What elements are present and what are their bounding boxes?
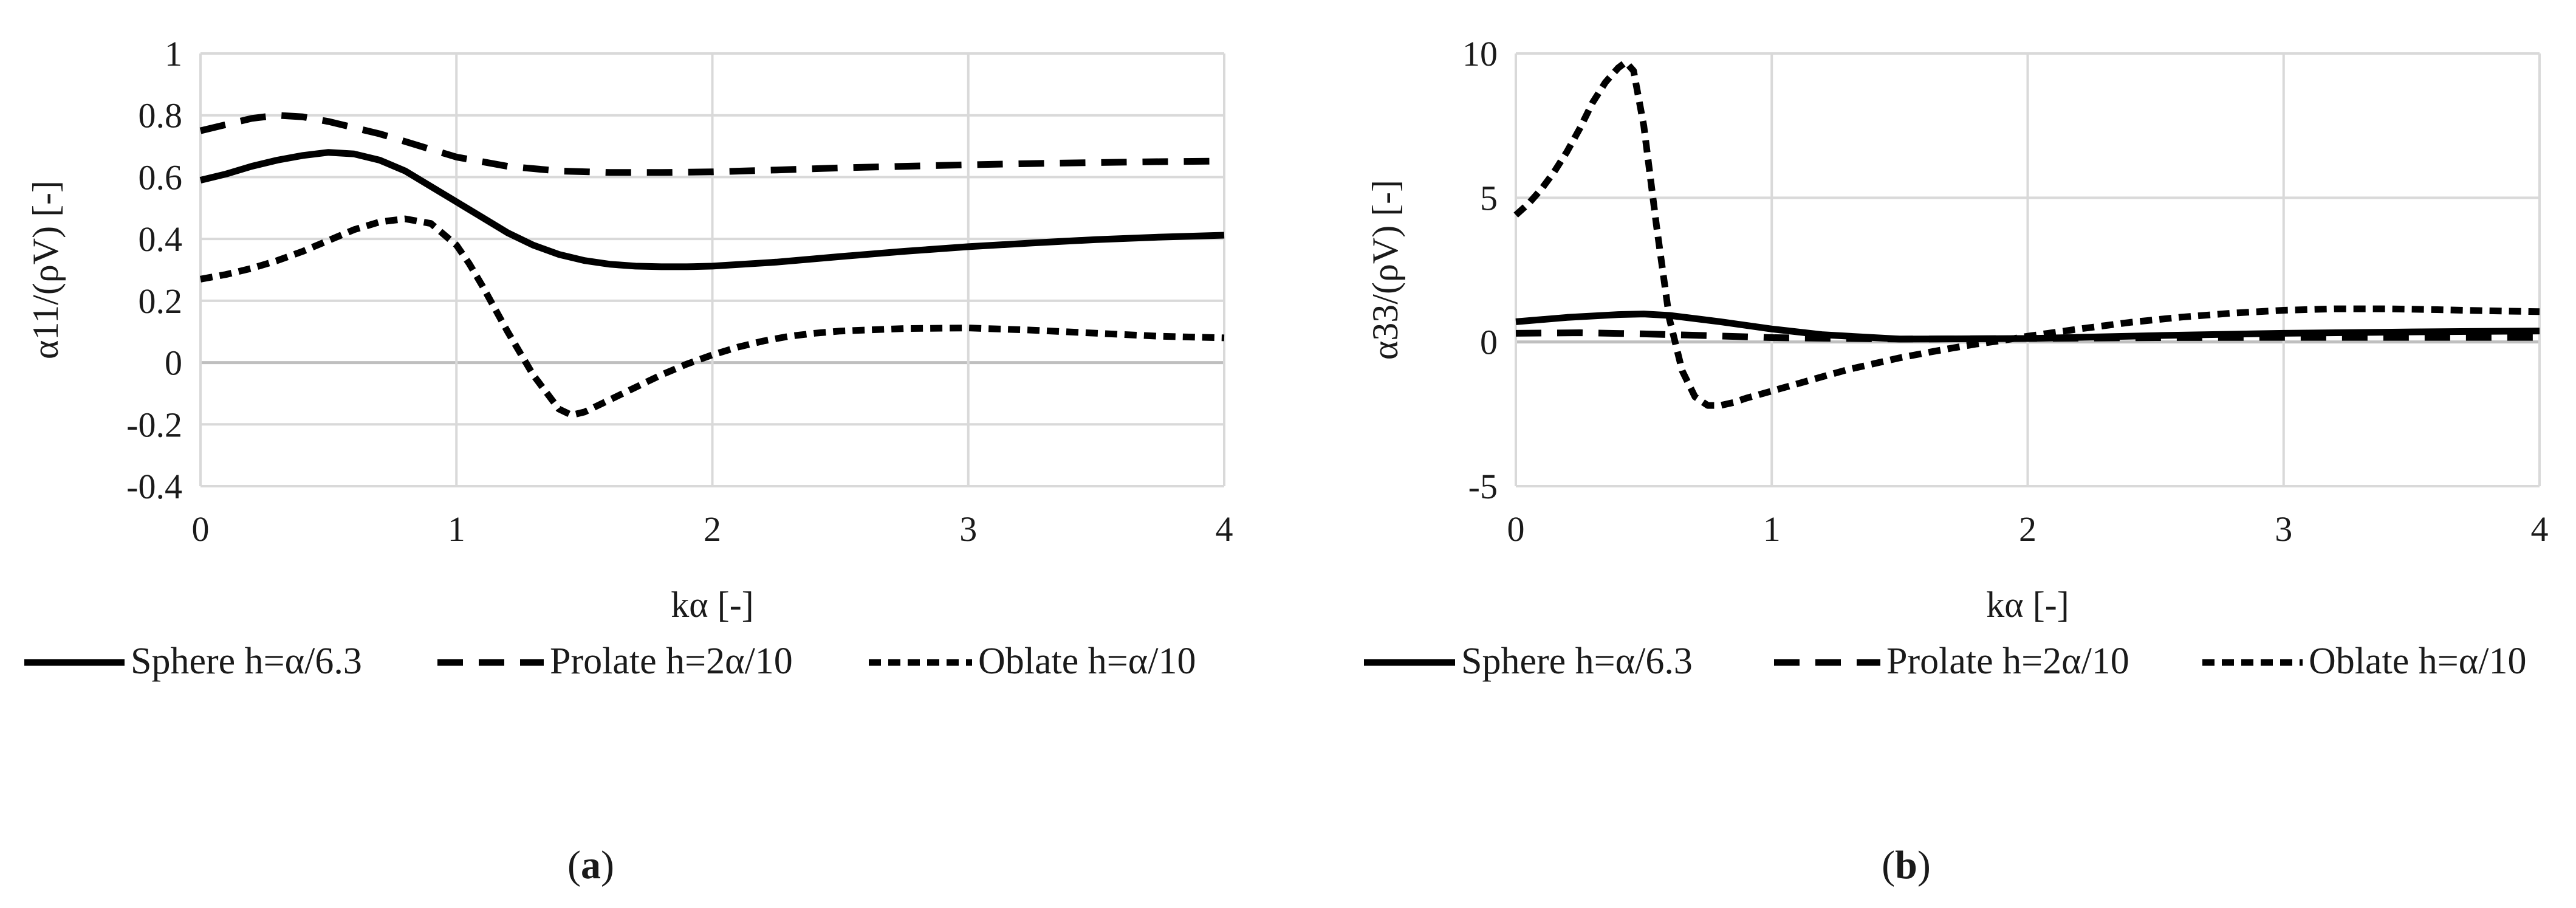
legend-label: Prolate h=2α/10 — [1886, 641, 2129, 682]
x-tick-label: 1 — [448, 509, 465, 549]
x-tick-label: 2 — [2019, 509, 2036, 549]
x-tick-label: 1 — [1763, 509, 1781, 549]
y-tick-label: -5 — [1468, 467, 1498, 506]
series-line-dashed — [1515, 329, 2540, 343]
y-tick-label: 10 — [1462, 34, 1498, 74]
x-axis-title: kα [-] — [671, 585, 753, 625]
x-tick-label: 0 — [192, 509, 210, 549]
y-tick-label: 5 — [1480, 178, 1498, 218]
y-tick-label: 0.2 — [139, 281, 183, 321]
x-tick-label: 4 — [1216, 509, 1233, 549]
x-tick-label: 2 — [704, 509, 721, 549]
y-tick-label: 0 — [165, 343, 182, 383]
y-tick-label: 1 — [165, 34, 182, 74]
x-tick-label: 3 — [2275, 509, 2292, 549]
series-line-dashed — [199, 112, 1225, 176]
series-line-dotted — [1513, 58, 2540, 409]
panel-label: (a) — [567, 843, 614, 887]
y-tick-label: 0.6 — [139, 157, 183, 197]
y-tick-label: 0.8 — [139, 96, 183, 136]
legend-label: Sphere h=α/6.3 — [1461, 641, 1693, 682]
legend-label: Oblate h=α/10 — [978, 641, 1196, 682]
y-tick-label: 0 — [1480, 323, 1498, 362]
y-tick-label: 0.4 — [139, 219, 183, 259]
y-tick-label: -0.2 — [126, 405, 182, 444]
chart-panel-a: -0.4 -0.2 0 0.2 0.4 0.6 0.8 1 0 1 2 3 4 kα [-] α11/(ρV… — [24, 34, 1233, 887]
legend-label: Sphere h=α/6.3 — [131, 641, 362, 682]
y-axis-title: α33/(ρV) [-] — [1365, 180, 1405, 360]
series-line-solid — [1515, 311, 2540, 343]
legend-label: Prolate h=2α/10 — [550, 641, 793, 682]
series-line-dotted — [200, 215, 1225, 419]
series-line-solid — [199, 149, 1225, 270]
y-tick-label: -0.4 — [126, 467, 182, 506]
y-axis-title: α11/(ρV) [-] — [26, 181, 66, 359]
x-tick-label: 3 — [959, 509, 977, 549]
panel-label: (b) — [1882, 843, 1931, 887]
legend-label: Oblate h=α/10 — [2309, 641, 2526, 682]
x-axis-title: kα [-] — [1986, 585, 2069, 625]
legend: Sphere h=α/6.3 Prolate h=2α/10 Oblate h=α/… — [24, 641, 1196, 682]
x-tick-label: 0 — [1507, 509, 1525, 549]
legend: Sphere h=α/6.3 Prolate h=2α/10 Oblate h=α/… — [1364, 641, 2526, 682]
x-tick-label: 4 — [2531, 509, 2549, 549]
